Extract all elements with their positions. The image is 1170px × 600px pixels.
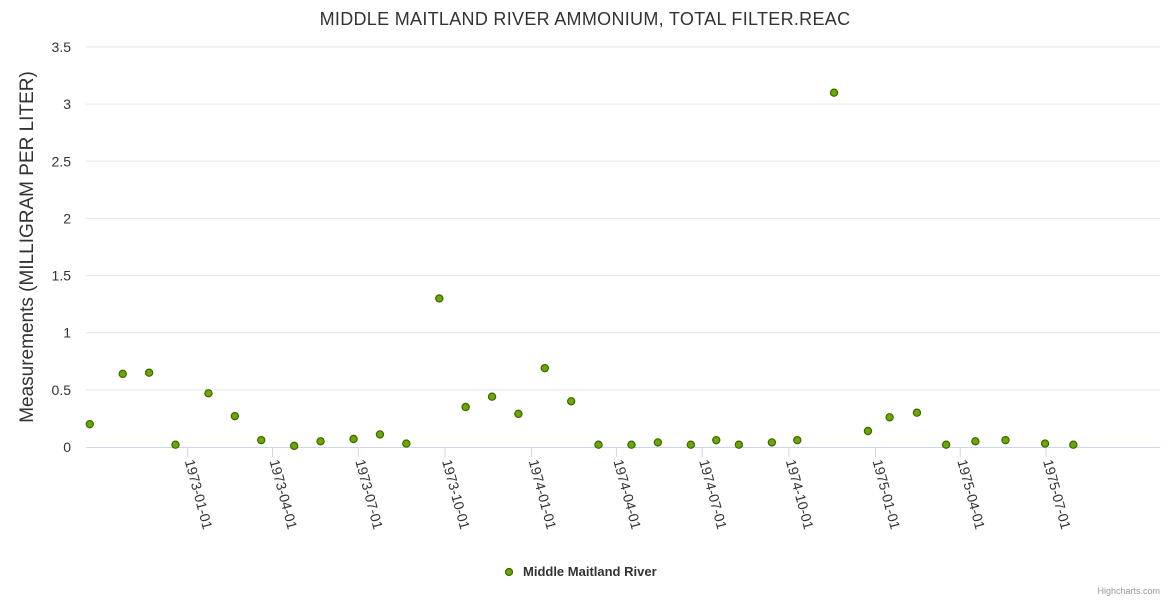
y-tick-label: 2.5 — [52, 153, 72, 169]
series-points[interactable] — [85, 88, 1078, 451]
x-tick-label: 1974-07-01 — [696, 458, 730, 532]
data-point[interactable] — [204, 389, 213, 398]
data-point[interactable] — [316, 437, 325, 446]
x-tick-label: 1973-04-01 — [267, 458, 301, 532]
data-point[interactable] — [734, 440, 744, 449]
y-tick-label: 0.5 — [52, 382, 72, 398]
data-point[interactable] — [435, 294, 444, 303]
data-point[interactable] — [257, 435, 266, 445]
y-tick-label: 3 — [63, 96, 71, 112]
data-point[interactable] — [829, 88, 839, 97]
y-tick-label: 3.5 — [52, 39, 72, 55]
y-axis-label: Measurements (MILLIGRAM PER LITER) — [17, 71, 38, 423]
data-point[interactable] — [375, 430, 385, 439]
data-point[interactable] — [793, 435, 802, 445]
legend-marker-icon — [504, 567, 514, 577]
data-point[interactable] — [461, 402, 470, 412]
data-point[interactable] — [514, 409, 523, 419]
grid-lines — [86, 46, 1160, 391]
data-point[interactable] — [1069, 440, 1078, 449]
data-point[interactable] — [653, 438, 663, 447]
x-tick-label: 1973-07-01 — [352, 458, 386, 532]
chart-title: MIDDLE MAITLAND RIVER AMMONIUM, TOTAL FI… — [320, 9, 851, 29]
legend[interactable]: Middle Maitland River — [504, 564, 657, 579]
x-tick-label: 1973-01-01 — [182, 458, 216, 532]
y-tick-label: 0 — [63, 439, 71, 455]
legend-label[interactable]: Middle Maitland River — [523, 564, 657, 579]
data-point[interactable] — [230, 411, 240, 421]
data-point[interactable] — [349, 434, 358, 444]
data-point[interactable] — [540, 363, 550, 373]
data-point[interactable] — [941, 440, 951, 449]
data-point[interactable] — [863, 426, 873, 436]
data-point[interactable] — [1040, 439, 1050, 448]
x-tick-label: 1973-10-01 — [439, 458, 473, 532]
data-point[interactable] — [885, 413, 894, 422]
data-point[interactable] — [118, 369, 127, 379]
data-point[interactable] — [566, 397, 576, 406]
data-point[interactable] — [627, 440, 636, 449]
x-tick-label: 1974-10-01 — [783, 458, 817, 532]
x-axis-ticks: 1973-01-01 1973-04-01 1973-07-01 1973-10-01… — [182, 447, 1074, 531]
y-tick-label: 2 — [63, 210, 71, 226]
x-tick-label: 1975-07-01 — [1040, 458, 1074, 532]
data-point[interactable] — [290, 441, 299, 451]
data-point[interactable] — [767, 438, 777, 447]
y-axis-ticks: 0 0.5 1 1.5 2 2.5 3 3.5 — [52, 39, 72, 455]
data-point[interactable] — [686, 440, 696, 449]
y-tick-label: 1.5 — [52, 268, 72, 284]
data-point[interactable] — [171, 440, 180, 449]
credits-link[interactable]: Highcharts.com — [1097, 586, 1160, 596]
data-point[interactable] — [1001, 435, 1010, 445]
x-tick-label: 1975-01-01 — [870, 458, 904, 532]
data-point[interactable] — [594, 440, 603, 449]
x-tick-label: 1974-04-01 — [611, 458, 645, 532]
data-point[interactable] — [712, 435, 721, 445]
data-point[interactable] — [144, 368, 154, 377]
data-point[interactable] — [85, 419, 94, 429]
x-tick-label: 1975-04-01 — [954, 458, 988, 532]
y-tick-label: 1 — [63, 325, 71, 341]
data-point[interactable] — [912, 408, 922, 417]
data-point[interactable] — [971, 437, 980, 446]
data-point[interactable] — [402, 439, 411, 448]
data-point[interactable] — [487, 392, 497, 401]
x-tick-label: 1974-01-01 — [526, 458, 560, 532]
